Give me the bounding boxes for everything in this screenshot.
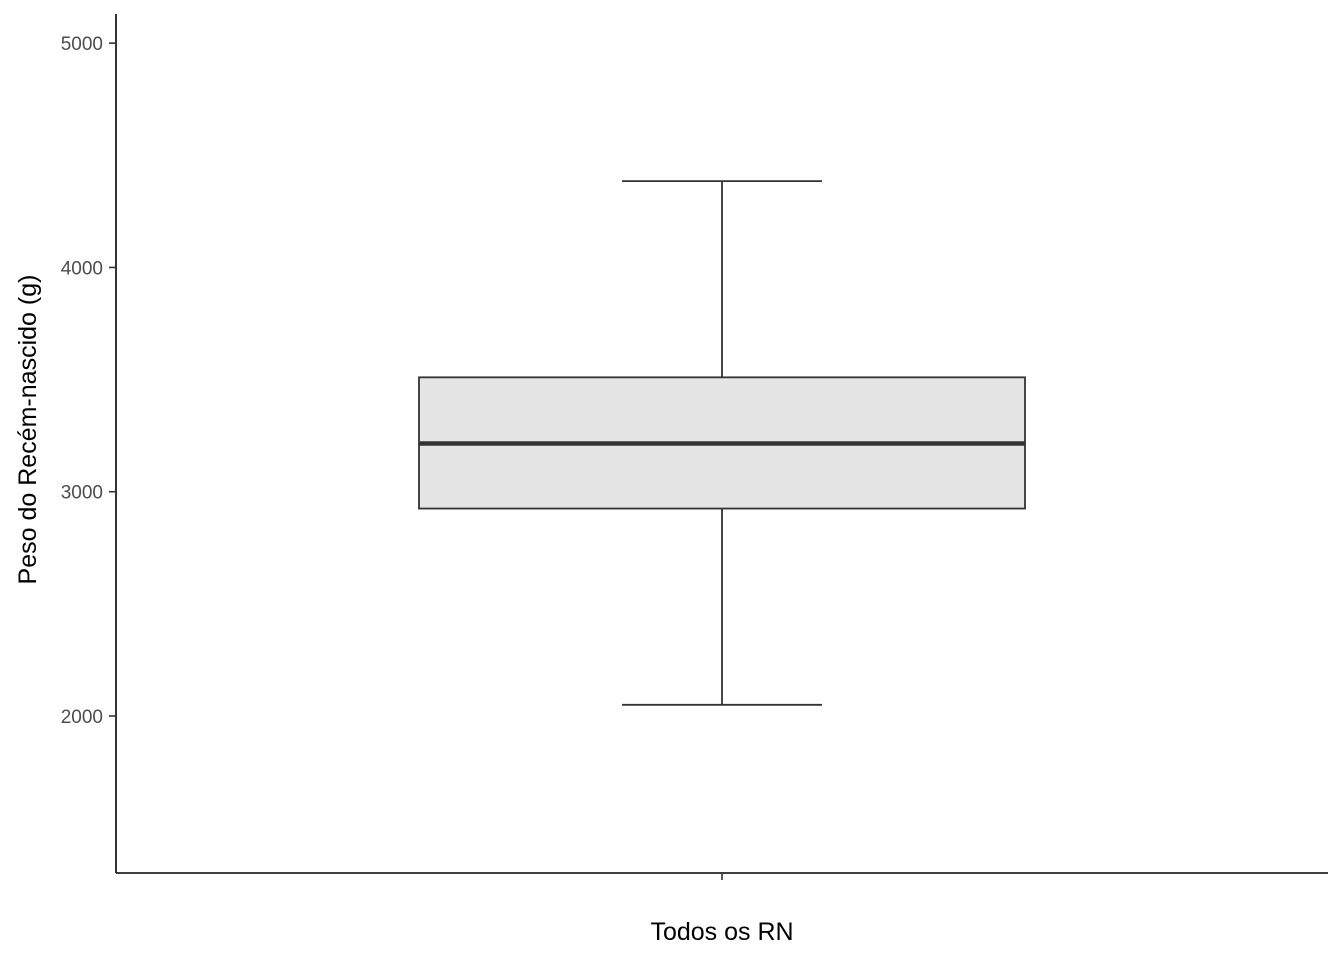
y-tick-label: 4000 — [61, 258, 103, 279]
y-axis-ticks: 2000 3000 4000 5000 — [61, 34, 116, 728]
plot-area — [418, 180, 1026, 706]
x-axis-ticks: Todos os RN — [650, 873, 794, 946]
y-axis-title: Peso do Recém-nascido (g) — [14, 275, 42, 585]
box-group — [418, 180, 1026, 706]
y-tick-label: 3000 — [61, 483, 103, 504]
y-tick-label: 2000 — [61, 707, 103, 728]
x-category-label: Todos os RN — [650, 918, 793, 946]
y-tick-label: 5000 — [61, 34, 103, 55]
